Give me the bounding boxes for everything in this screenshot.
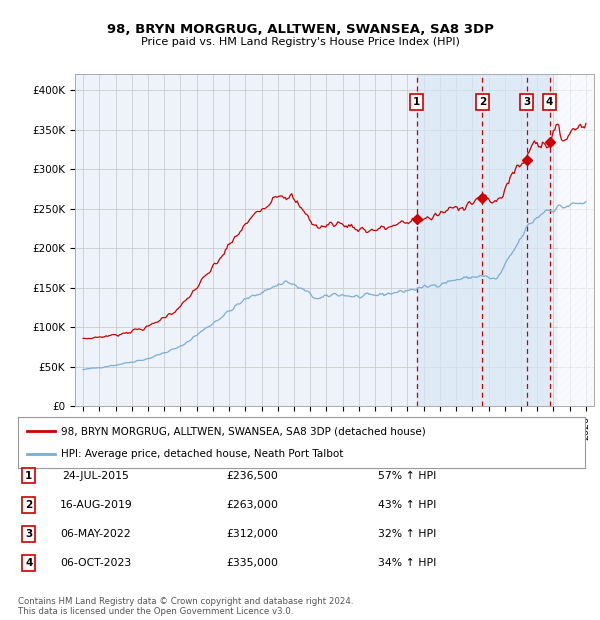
Text: £263,000: £263,000 [226, 500, 278, 510]
Text: 2: 2 [25, 500, 32, 510]
Text: £236,500: £236,500 [226, 471, 278, 480]
Text: 3: 3 [25, 529, 32, 539]
Text: 98, BRYN MORGRUG, ALLTWEN, SWANSEA, SA8 3DP: 98, BRYN MORGRUG, ALLTWEN, SWANSEA, SA8 … [107, 24, 493, 36]
Text: 4: 4 [25, 558, 32, 568]
Text: £312,000: £312,000 [226, 529, 278, 539]
Text: 2: 2 [479, 97, 486, 107]
Text: Contains HM Land Registry data © Crown copyright and database right 2024.: Contains HM Land Registry data © Crown c… [18, 597, 353, 606]
Text: 57% ↑ HPI: 57% ↑ HPI [378, 471, 436, 480]
Bar [416, 74, 550, 406]
Bar [559, 74, 594, 406]
Text: Price paid vs. HM Land Registry's House Price Index (HPI): Price paid vs. HM Land Registry's House … [140, 37, 460, 46]
Text: 3: 3 [523, 97, 530, 107]
Text: 32% ↑ HPI: 32% ↑ HPI [378, 529, 436, 539]
Text: 43% ↑ HPI: 43% ↑ HPI [378, 500, 436, 510]
Text: 1: 1 [25, 471, 32, 480]
Text: HPI: Average price, detached house, Neath Port Talbot: HPI: Average price, detached house, Neat… [61, 449, 343, 459]
Text: 34% ↑ HPI: 34% ↑ HPI [378, 558, 436, 568]
Text: 06-MAY-2022: 06-MAY-2022 [61, 529, 131, 539]
Text: 16-AUG-2019: 16-AUG-2019 [59, 500, 133, 510]
Bar [550, 74, 594, 406]
Text: 4: 4 [546, 97, 553, 107]
Text: £335,000: £335,000 [226, 558, 278, 568]
Text: 1: 1 [413, 97, 420, 107]
Text: 24-JUL-2015: 24-JUL-2015 [62, 471, 130, 480]
Text: 98, BRYN MORGRUG, ALLTWEN, SWANSEA, SA8 3DP (detached house): 98, BRYN MORGRUG, ALLTWEN, SWANSEA, SA8 … [61, 427, 425, 436]
Text: This data is licensed under the Open Government Licence v3.0.: This data is licensed under the Open Gov… [18, 606, 293, 616]
Text: 06-OCT-2023: 06-OCT-2023 [61, 558, 131, 568]
